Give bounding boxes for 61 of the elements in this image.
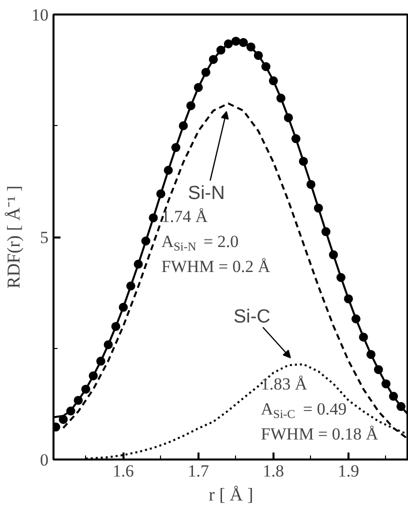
point	[351, 314, 360, 324]
point	[111, 322, 120, 331]
point	[276, 94, 286, 103]
point	[88, 371, 98, 380]
annotation: FWHM = 0.2 Å	[161, 257, 271, 276]
point	[224, 39, 233, 48]
y-tick-label: 5	[40, 228, 48, 247]
point	[178, 121, 188, 130]
point	[374, 365, 383, 374]
point	[328, 250, 338, 260]
point	[58, 414, 68, 424]
point	[291, 134, 300, 144]
x-tick-label: 1.7	[188, 462, 210, 480]
point	[104, 340, 113, 350]
x-tick-label: 1.8	[262, 462, 284, 480]
y-axis-title: RDF(r) [ Å⁻¹ ]	[4, 186, 24, 288]
point	[186, 101, 196, 110]
point	[118, 302, 128, 312]
x-tick-label: 1.9	[338, 462, 360, 480]
point	[268, 76, 278, 86]
point	[134, 260, 143, 269]
point	[216, 46, 226, 55]
y-tick-label: 0	[40, 450, 48, 470]
annotation: 1.74 Å	[161, 207, 208, 226]
point	[164, 166, 173, 175]
point	[231, 36, 240, 46]
x-axis-title: r [ Å ]	[208, 484, 254, 504]
point	[171, 143, 180, 152]
point	[201, 68, 210, 77]
point	[298, 156, 308, 166]
point	[358, 332, 368, 342]
point	[254, 50, 263, 60]
point	[238, 38, 248, 48]
y-tick-label: 10	[32, 6, 48, 24]
point	[96, 356, 106, 366]
point	[261, 62, 270, 72]
point	[156, 189, 166, 198]
annotation: Si-N	[188, 183, 225, 204]
point	[314, 204, 323, 213]
point	[284, 113, 293, 122]
point	[396, 402, 406, 412]
annotation: 1.83 Å	[260, 374, 308, 394]
point	[81, 384, 90, 394]
point	[321, 227, 330, 236]
point	[306, 180, 316, 189]
point	[366, 350, 376, 359]
point	[74, 396, 83, 405]
annotation: FWHM = 0.18 Å	[260, 424, 379, 444]
point	[381, 379, 390, 388]
point	[148, 213, 158, 222]
point	[194, 82, 203, 92]
point	[126, 281, 136, 290]
point	[246, 42, 256, 52]
point	[336, 273, 346, 282]
point	[208, 54, 218, 64]
x-tick-label: 1.6	[112, 462, 134, 480]
point	[344, 294, 353, 304]
point	[66, 406, 76, 416]
annotation: Si-C	[233, 306, 270, 328]
point	[141, 236, 150, 246]
point	[388, 392, 398, 401]
